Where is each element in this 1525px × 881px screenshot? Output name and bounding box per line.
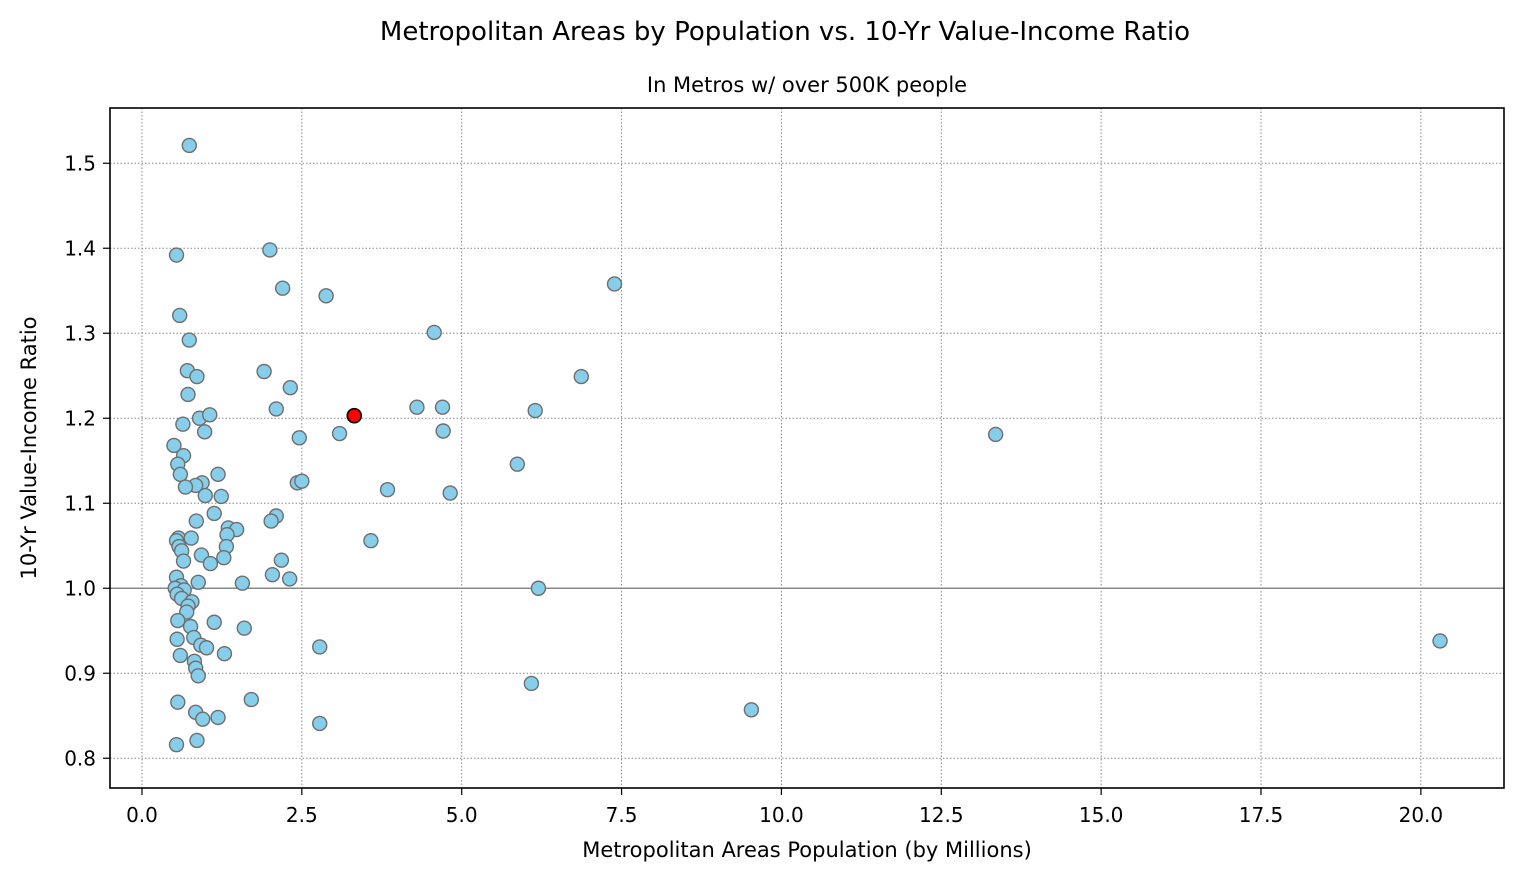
data-point bbox=[168, 247, 185, 263]
data-point bbox=[181, 137, 197, 154]
data-point bbox=[216, 646, 233, 662]
gridlines bbox=[110, 108, 1504, 788]
y-axis-label: 10-Yr Value-Income Ratio bbox=[17, 316, 41, 579]
y-tick-label: 1.2 bbox=[64, 406, 96, 430]
data-point bbox=[281, 571, 298, 587]
x-tick-label: 17.5 bbox=[1239, 803, 1284, 827]
x-tick-label: 10.0 bbox=[759, 803, 804, 827]
data-point bbox=[435, 423, 451, 439]
data-point bbox=[312, 639, 328, 655]
data-point bbox=[264, 566, 281, 583]
y-tick-label: 0.8 bbox=[64, 746, 96, 770]
data-point bbox=[172, 647, 189, 664]
data-point bbox=[523, 675, 540, 692]
x-tick-label: 0.0 bbox=[126, 803, 158, 827]
data-point bbox=[172, 466, 189, 483]
data-point bbox=[1432, 633, 1448, 649]
data-point bbox=[273, 552, 290, 568]
data-point bbox=[527, 402, 543, 419]
data-point bbox=[234, 575, 251, 591]
y-tick-label: 1.4 bbox=[64, 236, 96, 260]
data-point bbox=[263, 513, 279, 529]
x-tick-label: 5.0 bbox=[446, 803, 478, 827]
data-point bbox=[196, 424, 213, 440]
data-point bbox=[282, 379, 299, 396]
data-point bbox=[189, 368, 205, 385]
data-point bbox=[206, 614, 222, 630]
data-points bbox=[166, 137, 1448, 753]
data-point bbox=[206, 505, 222, 522]
data-point bbox=[171, 307, 188, 324]
data-point bbox=[195, 711, 211, 727]
data-point bbox=[170, 612, 186, 629]
data-point bbox=[190, 668, 206, 684]
axis-ticks: 0.0 2.5 5.0 7.5 10.0 12.5 15.0 17.5 20.0 0.8 0.9 1.… bbox=[64, 151, 1443, 827]
data-point bbox=[606, 276, 623, 292]
data-point bbox=[743, 702, 760, 718]
data-point bbox=[175, 416, 191, 432]
data-point bbox=[181, 332, 197, 348]
data-point bbox=[409, 399, 425, 415]
chart-title: Metropolitan Areas by Population vs. 10-… bbox=[380, 17, 1190, 47]
y-tick-label: 1.5 bbox=[64, 151, 96, 175]
data-point bbox=[175, 553, 192, 569]
data-point bbox=[291, 430, 307, 446]
data-point bbox=[177, 479, 194, 495]
data-point bbox=[202, 555, 219, 572]
data-point bbox=[331, 425, 348, 442]
x-tick-label: 20.0 bbox=[1399, 803, 1444, 827]
data-point bbox=[183, 530, 199, 546]
data-point bbox=[197, 487, 213, 504]
data-point bbox=[987, 426, 1004, 443]
data-point bbox=[318, 288, 334, 304]
data-point bbox=[180, 386, 196, 403]
data-point bbox=[256, 363, 272, 380]
data-point bbox=[312, 715, 328, 732]
data-point bbox=[188, 513, 205, 529]
y-tick-label: 1.3 bbox=[64, 321, 96, 345]
data-point bbox=[426, 324, 442, 341]
data-point bbox=[363, 532, 379, 549]
data-point bbox=[169, 631, 185, 647]
x-tick-label: 7.5 bbox=[606, 803, 638, 827]
data-point bbox=[379, 481, 396, 498]
data-point bbox=[202, 407, 218, 423]
data-point bbox=[509, 456, 526, 472]
plot-frame bbox=[109, 107, 1505, 789]
data-point bbox=[216, 549, 232, 566]
data-point bbox=[268, 401, 284, 417]
data-point bbox=[198, 640, 215, 656]
data-point bbox=[170, 694, 186, 710]
data-point bbox=[530, 580, 547, 596]
y-tick-label: 1.1 bbox=[64, 491, 96, 515]
chart-subtitle: In Metros w/ over 500K people bbox=[647, 73, 967, 97]
data-point bbox=[168, 736, 185, 753]
data-point bbox=[573, 368, 589, 385]
data-point bbox=[166, 437, 182, 454]
data-point bbox=[294, 473, 310, 489]
data-point bbox=[243, 691, 260, 708]
data-point bbox=[190, 574, 206, 590]
data-point bbox=[210, 709, 226, 726]
data-point bbox=[236, 620, 252, 636]
data-point bbox=[274, 280, 291, 296]
data-point bbox=[189, 732, 205, 749]
x-axis-label: Metropolitan Areas Population (by Millio… bbox=[582, 838, 1032, 862]
highlighted-point bbox=[346, 407, 363, 424]
data-point bbox=[262, 242, 278, 258]
data-point bbox=[442, 485, 458, 501]
data-point bbox=[434, 399, 451, 415]
x-tick-label: 15.0 bbox=[1079, 803, 1124, 827]
data-point bbox=[210, 466, 226, 483]
data-point bbox=[213, 488, 229, 505]
x-tick-label: 2.5 bbox=[286, 803, 318, 827]
x-tick-label: 12.5 bbox=[919, 803, 964, 827]
y-tick-label: 1.0 bbox=[64, 576, 96, 600]
y-tick-label: 0.9 bbox=[64, 661, 96, 685]
